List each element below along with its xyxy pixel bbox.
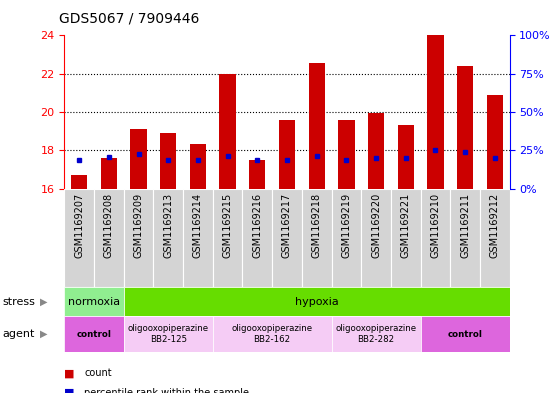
- Text: GSM1169210: GSM1169210: [431, 193, 440, 258]
- Text: oligooxopiperazine
BB2-125: oligooxopiperazine BB2-125: [128, 324, 209, 344]
- Text: stress: stress: [3, 297, 36, 307]
- Text: ▶: ▶: [40, 329, 48, 339]
- Bar: [213, 316, 332, 352]
- Text: oligooxopiperazine
BB2-282: oligooxopiperazine BB2-282: [335, 324, 417, 344]
- Bar: [124, 189, 153, 287]
- Text: GSM1169220: GSM1169220: [371, 193, 381, 258]
- Bar: [153, 189, 183, 287]
- Text: hypoxia: hypoxia: [295, 297, 339, 307]
- Bar: [64, 287, 124, 316]
- Bar: [457, 66, 473, 189]
- Bar: [302, 189, 332, 287]
- Bar: [213, 189, 242, 287]
- Bar: [368, 113, 384, 189]
- Bar: [249, 160, 265, 189]
- Bar: [190, 143, 206, 189]
- Bar: [272, 189, 302, 287]
- Bar: [309, 63, 325, 189]
- Text: GSM1169215: GSM1169215: [223, 193, 232, 258]
- Text: GSM1169213: GSM1169213: [164, 193, 173, 258]
- Bar: [427, 35, 444, 189]
- Text: GSM1169212: GSM1169212: [490, 193, 500, 258]
- Text: GSM1169216: GSM1169216: [253, 193, 262, 258]
- Bar: [160, 133, 176, 189]
- Bar: [101, 158, 117, 189]
- Bar: [391, 189, 421, 287]
- Text: agent: agent: [3, 329, 35, 339]
- Text: ■: ■: [64, 388, 75, 393]
- Text: GSM1169217: GSM1169217: [282, 193, 292, 258]
- Bar: [450, 189, 480, 287]
- Text: GSM1169221: GSM1169221: [401, 193, 410, 258]
- Bar: [94, 189, 124, 287]
- Text: count: count: [84, 368, 111, 378]
- Text: GSM1169209: GSM1169209: [134, 193, 143, 258]
- Text: ▶: ▶: [40, 297, 48, 307]
- Bar: [279, 119, 295, 189]
- Text: GSM1169208: GSM1169208: [104, 193, 114, 258]
- Bar: [332, 189, 361, 287]
- Text: GDS5067 / 7909446: GDS5067 / 7909446: [59, 12, 199, 26]
- Bar: [64, 316, 124, 352]
- Text: GSM1169219: GSM1169219: [342, 193, 351, 258]
- Bar: [480, 189, 510, 287]
- Text: GSM1169211: GSM1169211: [460, 193, 470, 258]
- Bar: [398, 125, 414, 189]
- Text: ■: ■: [64, 368, 75, 378]
- Text: oligooxopiperazine
BB2-162: oligooxopiperazine BB2-162: [232, 324, 312, 344]
- Text: GSM1169214: GSM1169214: [193, 193, 203, 258]
- Bar: [338, 119, 354, 189]
- Bar: [183, 189, 213, 287]
- Text: control: control: [77, 330, 111, 338]
- Text: percentile rank within the sample: percentile rank within the sample: [84, 388, 249, 393]
- Text: GSM1169207: GSM1169207: [74, 193, 84, 258]
- Bar: [130, 129, 147, 189]
- Text: control: control: [447, 330, 483, 338]
- Bar: [332, 316, 421, 352]
- Bar: [421, 316, 510, 352]
- Bar: [220, 73, 236, 189]
- Bar: [421, 189, 450, 287]
- Bar: [124, 287, 510, 316]
- Text: normoxia: normoxia: [68, 297, 120, 307]
- Text: GSM1169218: GSM1169218: [312, 193, 321, 258]
- Bar: [64, 189, 94, 287]
- Bar: [71, 175, 87, 189]
- Bar: [242, 189, 272, 287]
- Bar: [361, 189, 391, 287]
- Bar: [487, 95, 503, 189]
- Bar: [124, 316, 213, 352]
